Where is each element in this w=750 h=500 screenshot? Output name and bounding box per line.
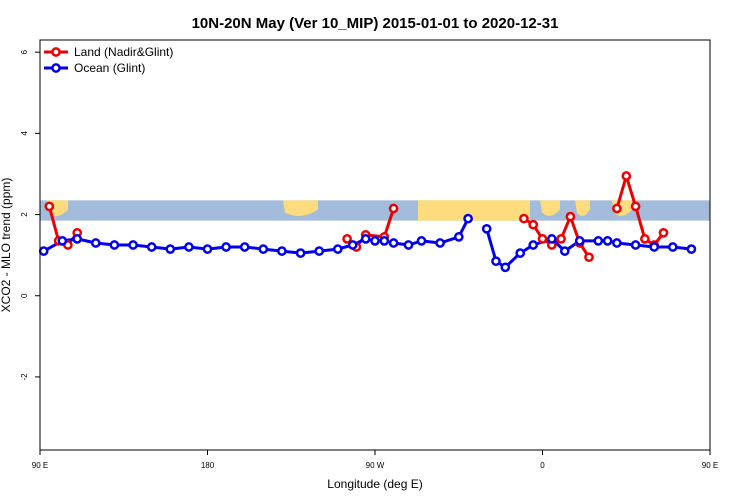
ocean-point bbox=[630, 240, 641, 250]
ocean-point bbox=[574, 236, 585, 246]
ocean-point bbox=[90, 238, 101, 248]
x-tick-label: 90 W bbox=[366, 461, 385, 470]
x-axis: 90 E 180 90 W 0 90 E bbox=[32, 450, 718, 470]
legend-ocean-label: Ocean (Glint) bbox=[74, 61, 145, 75]
ocean-point bbox=[332, 244, 343, 254]
y-tick-label: 0 bbox=[20, 293, 29, 298]
ocean-point bbox=[546, 234, 557, 244]
ocean-series-line bbox=[42, 217, 470, 255]
ocean-point bbox=[686, 244, 697, 254]
land-point bbox=[658, 227, 669, 238]
ocean-point bbox=[602, 236, 613, 246]
ocean-point bbox=[500, 262, 511, 273]
x-tick-label: 90 E bbox=[32, 461, 48, 470]
ocean-point bbox=[559, 246, 570, 256]
ocean-point bbox=[370, 236, 380, 246]
ocean-point bbox=[202, 244, 213, 254]
ocean-point bbox=[453, 232, 464, 242]
ocean-point bbox=[649, 242, 660, 252]
land-point bbox=[388, 203, 399, 214]
ocean-point bbox=[347, 240, 358, 250]
land-point bbox=[630, 201, 641, 212]
land-point bbox=[621, 171, 632, 181]
ocean-point bbox=[403, 240, 414, 250]
map-band-land bbox=[575, 200, 590, 216]
ocean-point bbox=[109, 240, 120, 250]
ocean-point bbox=[239, 242, 250, 252]
y-axis: -2 0 2 4 6 bbox=[20, 49, 40, 380]
ocean-point bbox=[463, 213, 473, 224]
ocean-point bbox=[481, 223, 492, 234]
y-tick-label: -2 bbox=[20, 373, 29, 381]
legend-land-marker bbox=[51, 47, 61, 57]
ocean-point bbox=[360, 234, 371, 244]
map-band-ocean bbox=[40, 200, 710, 221]
x-tick-label: 180 bbox=[201, 461, 215, 470]
map-band-land bbox=[540, 200, 560, 216]
y-tick-label: 2 bbox=[20, 212, 29, 217]
y-tick-label: 4 bbox=[20, 131, 29, 136]
ocean-point bbox=[388, 238, 399, 248]
legend-land-label: Land (Nadir&Glint) bbox=[74, 45, 173, 59]
land-point bbox=[584, 252, 594, 263]
x-tick-label: 0 bbox=[540, 461, 545, 470]
y-axis-label: XCO2 - MLO trend (ppm) bbox=[0, 178, 13, 313]
ocean-point bbox=[221, 242, 231, 252]
x-axis-label: Longitude (deg E) bbox=[327, 477, 422, 491]
map-band-land bbox=[283, 200, 318, 216]
ocean-point bbox=[72, 234, 83, 244]
land-point bbox=[342, 234, 352, 244]
ocean-point bbox=[667, 242, 678, 252]
ocean-point bbox=[146, 242, 157, 252]
series-points bbox=[38, 171, 697, 273]
ocean-point bbox=[277, 246, 287, 256]
ocean-point bbox=[612, 238, 622, 248]
ocean-point bbox=[528, 240, 539, 250]
land-point bbox=[565, 211, 576, 222]
ocean-point bbox=[416, 236, 427, 246]
ocean-point bbox=[184, 242, 194, 252]
map-band bbox=[40, 200, 710, 221]
land-point bbox=[528, 219, 539, 230]
ocean-point bbox=[515, 248, 526, 258]
x-tick-label: 90 E bbox=[702, 461, 718, 470]
series-lines bbox=[42, 174, 692, 269]
legend-ocean-marker bbox=[51, 63, 61, 73]
ocean-point bbox=[491, 256, 501, 267]
land-point bbox=[640, 234, 650, 244]
ocean-point bbox=[435, 238, 445, 248]
map-band-land bbox=[418, 200, 530, 221]
ocean-point bbox=[593, 236, 604, 246]
ocean-point bbox=[295, 248, 306, 258]
land-point bbox=[612, 203, 622, 214]
land-point bbox=[556, 234, 566, 244]
ocean-point bbox=[165, 244, 176, 254]
y-tick-label: 6 bbox=[20, 49, 29, 54]
ocean-point bbox=[379, 236, 390, 246]
ocean-point bbox=[128, 240, 138, 250]
ocean-point bbox=[314, 246, 325, 256]
ocean-point bbox=[258, 244, 269, 254]
chart-title: 10N-20N May (Ver 10_MIP) 2015-01-01 to 2… bbox=[192, 15, 559, 32]
land-point bbox=[537, 234, 548, 244]
ocean-point bbox=[57, 236, 68, 246]
legend: Land (Nadir&Glint) Ocean (Glint) bbox=[44, 45, 173, 75]
ocean-point bbox=[38, 246, 49, 256]
land-point bbox=[519, 213, 529, 224]
land-point bbox=[44, 201, 55, 212]
